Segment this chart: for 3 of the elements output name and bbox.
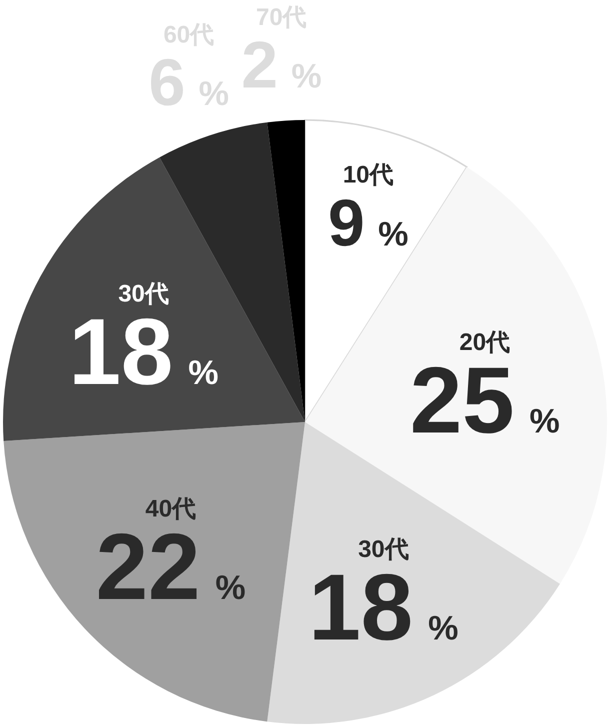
pie-slice: [4, 422, 305, 722]
pie-slice: [267, 120, 305, 422]
pie-slice: [4, 157, 305, 441]
